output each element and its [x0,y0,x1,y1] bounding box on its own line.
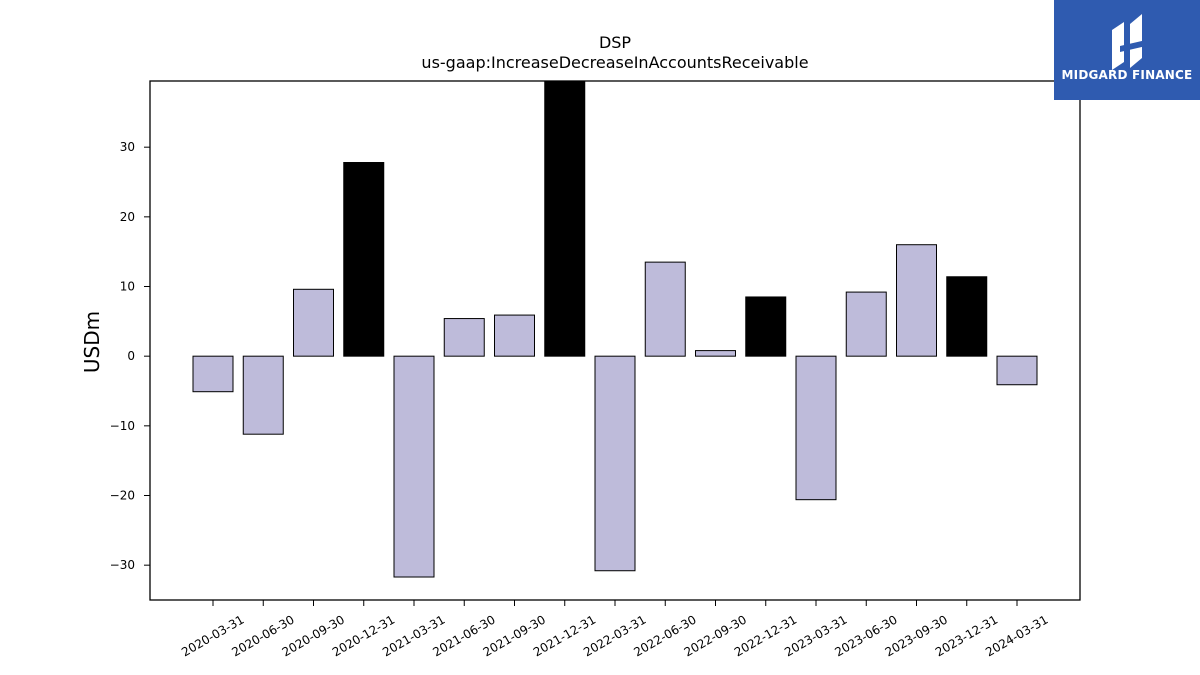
bar-2023-03-31 [795,355,837,501]
chart-title: DSP [599,33,631,52]
y-tick-label: −20 [110,489,135,503]
bar-2020-06-30 [242,355,284,435]
bar-2022-06-30 [644,261,686,357]
brand-name: MIDGARD FINANCE [1061,68,1193,82]
bar-2021-09-30 [494,314,535,357]
y-tick-label: 20 [120,210,135,224]
bars-group [192,80,1038,578]
y-tick-label: −30 [110,558,135,572]
bar-2022-09-30 [695,350,736,357]
bar-2021-12-31 [544,80,586,357]
bar-2021-03-31 [393,355,435,578]
midgard-logo-icon [1112,14,1146,70]
chart-subtitle: us-gaap:IncreaseDecreaseInAccountsReceiv… [421,53,808,72]
y-tick-label: 10 [120,280,135,294]
bar-2022-03-31 [594,355,636,572]
y-tick-label: 30 [120,140,135,154]
bar-2020-12-31 [343,162,385,357]
y-tick-label: −10 [110,419,135,433]
bar-2021-06-30 [443,318,485,357]
bar-2020-03-31 [192,355,234,393]
bar-2020-09-30 [293,288,334,357]
bar-2023-06-30 [845,291,887,357]
y-axis-label: USDm [80,311,104,373]
x-axis-ticks: 2020-03-312020-06-302020-09-302020-12-31… [179,600,1051,659]
y-axis-ticks: 30 20 10 0 −10 −20 −30 [110,140,150,572]
bar-2023-12-31 [946,276,988,357]
y-tick-label: 0 [127,349,135,363]
brand-logo: MIDGARD FINANCE [1054,0,1200,100]
plot-frame [149,80,1081,601]
bar-2023-09-30 [896,244,937,357]
bar-2024-03-31 [996,355,1038,386]
bar-2022-12-31 [745,296,787,357]
